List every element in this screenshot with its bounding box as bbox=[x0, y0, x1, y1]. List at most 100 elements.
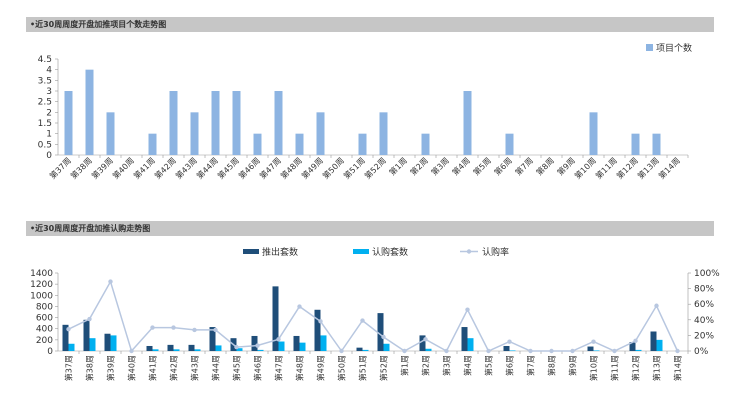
y-left-tick-label: 0 bbox=[47, 347, 53, 357]
point-subscription-rate bbox=[507, 339, 512, 344]
x-tick-label: 第43周 bbox=[190, 355, 200, 381]
bar-subscribed-units bbox=[467, 338, 474, 351]
point-subscription-rate bbox=[276, 337, 281, 342]
point-subscription-rate bbox=[192, 327, 197, 333]
x-tick-label: 第42周 bbox=[169, 355, 179, 381]
x-tick-label: 第38周 bbox=[85, 355, 95, 381]
x-tick-label: 第7周 bbox=[513, 155, 535, 177]
bar-project-count bbox=[631, 133, 640, 155]
bar-project-count bbox=[148, 133, 157, 155]
bar-project-count bbox=[589, 112, 598, 155]
bar-subscribed-units bbox=[68, 343, 75, 351]
x-tick-label: 第40周 bbox=[110, 155, 136, 181]
bar-launched-units bbox=[377, 313, 384, 351]
x-tick-label: 第3周 bbox=[429, 155, 451, 177]
x-tick-label: 第51周 bbox=[341, 155, 367, 181]
x-tick-label: 第47周 bbox=[274, 355, 284, 381]
bar-project-count bbox=[253, 133, 262, 155]
x-tick-label: 第44周 bbox=[211, 355, 221, 381]
bar-launched-units bbox=[356, 347, 363, 351]
bar-project-count bbox=[463, 91, 472, 155]
bar-project-count bbox=[190, 112, 199, 155]
x-tick-label: 第52周 bbox=[379, 355, 389, 381]
x-tick-label: 第38周 bbox=[68, 155, 94, 181]
x-tick-label: 第13周 bbox=[635, 155, 661, 181]
y-left-tick-label: 1400 bbox=[30, 269, 53, 279]
y-right-tick-label: 80% bbox=[694, 285, 714, 295]
bar-launched-units bbox=[503, 345, 510, 351]
x-tick-label: 第8周 bbox=[534, 155, 556, 177]
x-tick-label: 第13周 bbox=[652, 355, 662, 381]
bar-launched-units bbox=[650, 331, 657, 351]
bar-project-count bbox=[169, 91, 178, 155]
bar-project-count bbox=[106, 112, 115, 155]
bar-subscribed-units bbox=[152, 349, 159, 351]
legend-swatch-rate-dot bbox=[466, 249, 472, 254]
x-tick-label: 第45周 bbox=[215, 155, 241, 181]
bar-subscribed-units bbox=[173, 349, 180, 351]
bar-subscribed-units bbox=[320, 335, 327, 351]
x-tick-label: 第7周 bbox=[526, 355, 536, 376]
bar-launched-units bbox=[419, 335, 426, 351]
bar-launched-units bbox=[272, 286, 279, 351]
point-subscription-rate bbox=[150, 325, 155, 330]
point-subscription-rate bbox=[549, 348, 554, 354]
x-tick-label: 第39周 bbox=[89, 155, 115, 181]
bar-subscribed-units bbox=[194, 349, 201, 351]
x-tick-label: 第3周 bbox=[442, 355, 452, 376]
x-tick-label: 第49周 bbox=[299, 155, 325, 181]
bar-launched-units bbox=[83, 319, 90, 351]
bar-subscribed-units bbox=[215, 345, 222, 351]
x-tick-label: 第52周 bbox=[362, 155, 388, 181]
x-tick-label: 第47周 bbox=[257, 155, 283, 181]
chart1-project-count: 00.511.522.533.544.5第37周第38周第39周第40周第41周… bbox=[38, 42, 692, 181]
point-subscription-rate bbox=[129, 348, 134, 354]
bar-launched-units bbox=[104, 333, 111, 351]
point-subscription-rate bbox=[465, 307, 470, 312]
bar-subscribed-units bbox=[257, 349, 264, 351]
bar-subscribed-units bbox=[362, 349, 369, 351]
bar-launched-units bbox=[251, 335, 258, 351]
y-tick-label: 3.5 bbox=[38, 76, 52, 86]
point-subscription-rate bbox=[444, 348, 449, 354]
x-tick-label: 第51周 bbox=[358, 355, 368, 381]
point-subscription-rate bbox=[570, 348, 575, 354]
point-subscription-rate bbox=[339, 348, 344, 354]
y-left-tick-label: 400 bbox=[36, 325, 53, 335]
bar-launched-units bbox=[62, 324, 69, 351]
bar-project-count bbox=[211, 91, 220, 155]
x-tick-label: 第43周 bbox=[173, 155, 199, 181]
point-subscription-rate bbox=[66, 326, 71, 332]
bar-subscribed-units bbox=[509, 350, 516, 351]
x-tick-label: 第48周 bbox=[278, 155, 304, 181]
x-tick-label: 第46周 bbox=[236, 155, 262, 181]
legend-label-subscribed: 认购套数 bbox=[372, 246, 408, 258]
legend-swatch-project-count bbox=[646, 44, 653, 51]
x-tick-label: 第2周 bbox=[421, 355, 431, 376]
legend-swatch-launched bbox=[243, 249, 259, 254]
x-tick-label: 第14周 bbox=[656, 155, 682, 181]
x-tick-label: 第40周 bbox=[127, 355, 137, 381]
point-subscription-rate bbox=[171, 325, 176, 330]
x-tick-label: 第37周 bbox=[64, 355, 74, 381]
bar-project-count bbox=[379, 112, 388, 155]
bar-subscribed-units bbox=[383, 343, 390, 351]
bar-subscribed-units bbox=[236, 348, 243, 351]
line-subscription-rate bbox=[68, 279, 679, 353]
y-tick-label: 2.5 bbox=[38, 98, 52, 108]
bar-subscribed-units bbox=[593, 350, 600, 351]
x-tick-label: 第49周 bbox=[316, 355, 326, 381]
legend-label-launched: 推出套数 bbox=[262, 246, 298, 258]
y-left-tick-label: 200 bbox=[36, 336, 53, 346]
y-tick-label: 0.5 bbox=[38, 140, 52, 150]
chart2-title: •近30周周度开盘加推认购走势图 bbox=[26, 221, 714, 236]
bar-subscribed-units bbox=[425, 348, 432, 351]
x-tick-label: 第11周 bbox=[610, 355, 620, 381]
x-tick-label: 第11周 bbox=[593, 155, 619, 181]
bar-project-count bbox=[64, 91, 73, 155]
y-right-tick-label: 100% bbox=[694, 269, 720, 279]
x-tick-label: 第10周 bbox=[589, 355, 599, 381]
bar-subscribed-units bbox=[299, 342, 306, 351]
bar-project-count bbox=[295, 133, 304, 155]
legend-label-rate: 认购率 bbox=[482, 246, 509, 258]
